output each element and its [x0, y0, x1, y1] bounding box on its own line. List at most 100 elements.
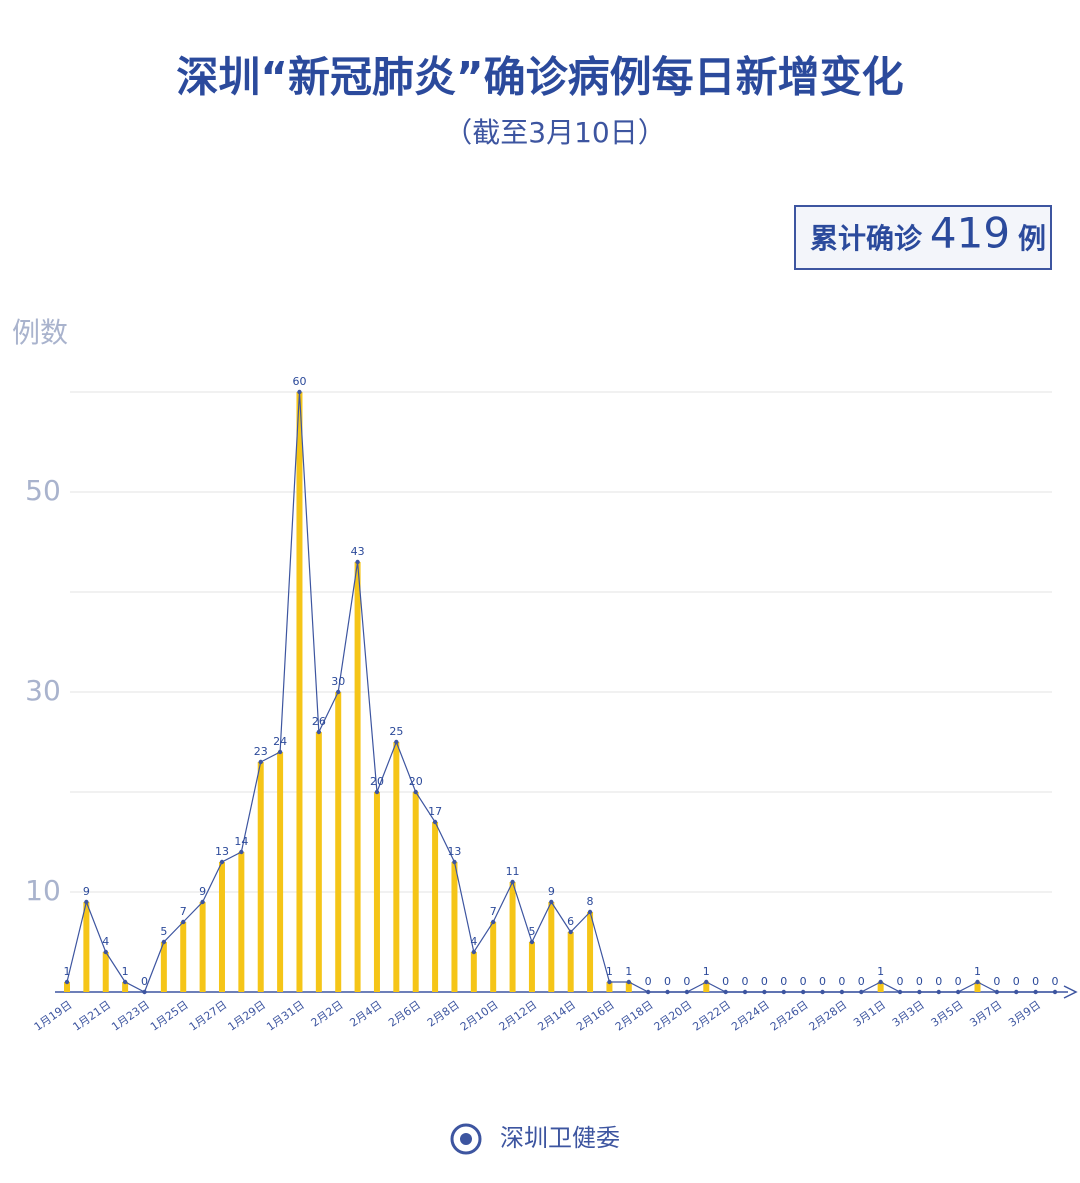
bar: [218, 862, 225, 992]
value-label: 8: [587, 895, 594, 908]
bar: [257, 762, 264, 992]
point: [316, 729, 322, 735]
point: [103, 949, 108, 955]
y-tick-label: 10: [25, 874, 61, 907]
point: [568, 929, 573, 935]
x-tick-label: 1月21日: [71, 998, 114, 1033]
point: [529, 939, 535, 945]
y-tick-label: 50: [25, 474, 61, 507]
value-label: 20: [409, 775, 423, 788]
value-label: 20: [370, 775, 384, 788]
bar: [277, 752, 284, 992]
trend-line: [66, 391, 1055, 993]
bar: [412, 792, 419, 992]
bar: [509, 882, 516, 992]
bar: [335, 692, 342, 992]
x-tick-label: 2月8日: [425, 998, 462, 1029]
value-label: 4: [470, 935, 477, 948]
point: [413, 789, 418, 795]
point: [723, 989, 728, 995]
bar: [625, 982, 632, 992]
x-tick-label: 2月24日: [729, 998, 772, 1033]
value-label: 6: [567, 915, 574, 928]
x-tick-label: 2月6日: [386, 998, 423, 1029]
value-label: 17: [428, 805, 442, 818]
value-label: 4: [102, 935, 109, 948]
value-label: 0: [761, 975, 768, 988]
value-label: 5: [160, 925, 167, 938]
point: [897, 989, 903, 995]
chart-subtitle: （截至3月10日）: [444, 116, 665, 149]
bar: [703, 982, 710, 992]
value-label: 0: [683, 975, 690, 988]
point: [297, 389, 302, 395]
value-label: 9: [199, 885, 206, 898]
x-tick-label: 2月2日: [309, 998, 346, 1029]
point: [975, 979, 980, 985]
value-label: 0: [955, 975, 962, 988]
value-label: 0: [1032, 975, 1039, 988]
value-label: 13: [447, 845, 461, 858]
value-label: 0: [897, 975, 904, 988]
point: [161, 939, 167, 945]
point: [490, 919, 496, 925]
x-tick-label: 3月5日: [929, 998, 966, 1029]
point: [432, 819, 438, 825]
point: [394, 739, 399, 745]
bar: [238, 852, 245, 992]
point: [64, 979, 70, 985]
x-tick-label: 2月16日: [574, 998, 617, 1033]
value-label: 14: [234, 835, 248, 848]
value-label: 23: [254, 745, 268, 758]
x-tick-label: 2月12日: [497, 998, 540, 1033]
point: [374, 789, 380, 795]
x-tick-label: 3月1日: [851, 998, 888, 1029]
value-label: 25: [389, 725, 403, 738]
bar: [548, 902, 555, 992]
bar: [974, 982, 981, 992]
value-label: 0: [645, 975, 652, 988]
value-label: 0: [1052, 975, 1059, 988]
point: [1014, 989, 1019, 995]
point: [665, 989, 670, 995]
point: [258, 759, 263, 765]
value-label: 0: [780, 975, 787, 988]
x-tick-label: 2月14日: [535, 998, 578, 1033]
point: [994, 989, 1000, 995]
point: [742, 989, 748, 995]
bar: [587, 912, 594, 992]
x-tick-label: 1月25日: [148, 998, 191, 1033]
point: [587, 909, 593, 915]
point: [219, 859, 225, 865]
x-tick-label: 2月20日: [652, 998, 695, 1033]
value-label: 0: [993, 975, 1000, 988]
x-tick-label: 2月28日: [807, 998, 850, 1033]
bar: [877, 982, 884, 992]
point: [1033, 989, 1038, 995]
bar: [373, 792, 380, 992]
value-label: 1: [122, 965, 129, 978]
value-label: 7: [180, 905, 187, 918]
value-label: 1: [606, 965, 613, 978]
value-label: 0: [935, 975, 942, 988]
bar: [102, 952, 109, 992]
bar: [606, 982, 613, 992]
bar: [567, 932, 574, 992]
bar: [64, 982, 70, 992]
value-label: 0: [722, 975, 729, 988]
point: [839, 989, 845, 995]
bar: [451, 862, 458, 992]
point: [277, 749, 283, 755]
point: [704, 979, 709, 985]
value-label: 43: [351, 545, 365, 558]
y-tick-label: 30: [25, 674, 61, 707]
x-tick-label: 1月23日: [109, 998, 152, 1033]
point: [122, 979, 128, 985]
bar: [199, 902, 206, 992]
point: [645, 989, 651, 995]
bar: [315, 732, 322, 992]
value-label: 30: [331, 675, 345, 688]
source: 深圳卫健委: [500, 1124, 620, 1152]
